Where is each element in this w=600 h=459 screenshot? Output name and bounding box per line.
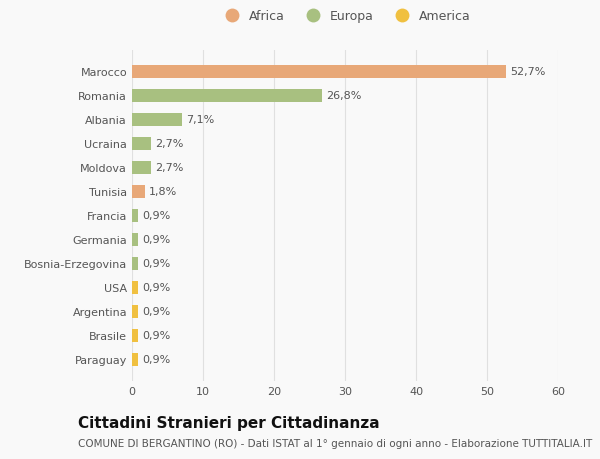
Text: 0,9%: 0,9%	[142, 235, 170, 245]
Text: 2,7%: 2,7%	[155, 139, 183, 149]
Bar	[132, 161, 151, 174]
Bar	[132, 305, 139, 318]
Text: 0,9%: 0,9%	[142, 283, 170, 292]
Text: 0,9%: 0,9%	[142, 330, 170, 341]
Text: 1,8%: 1,8%	[148, 187, 176, 197]
Bar	[132, 185, 145, 198]
Bar	[132, 329, 139, 342]
Bar	[132, 66, 506, 78]
Bar	[132, 353, 139, 366]
Text: Cittadini Stranieri per Cittadinanza: Cittadini Stranieri per Cittadinanza	[78, 415, 380, 431]
Text: 0,9%: 0,9%	[142, 307, 170, 316]
Legend: Africa, Europa, America: Africa, Europa, America	[219, 11, 471, 23]
Text: 0,9%: 0,9%	[142, 354, 170, 364]
Bar	[132, 257, 139, 270]
Text: 0,9%: 0,9%	[142, 211, 170, 221]
Bar	[132, 233, 139, 246]
Text: 0,9%: 0,9%	[142, 258, 170, 269]
Bar	[132, 209, 139, 222]
Text: COMUNE DI BERGANTINO (RO) - Dati ISTAT al 1° gennaio di ogni anno - Elaborazione: COMUNE DI BERGANTINO (RO) - Dati ISTAT a…	[78, 438, 592, 448]
Bar	[132, 137, 151, 151]
Text: 7,1%: 7,1%	[186, 115, 214, 125]
Bar	[132, 90, 322, 103]
Text: 52,7%: 52,7%	[510, 67, 545, 77]
Bar	[132, 281, 139, 294]
Bar	[132, 113, 182, 127]
Text: 2,7%: 2,7%	[155, 163, 183, 173]
Text: 26,8%: 26,8%	[326, 91, 361, 101]
